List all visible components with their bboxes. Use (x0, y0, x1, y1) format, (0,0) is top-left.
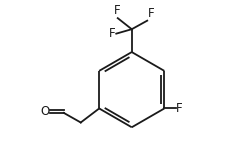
Text: F: F (109, 27, 116, 40)
Text: F: F (148, 7, 154, 20)
Text: F: F (114, 4, 120, 17)
Text: O: O (40, 105, 49, 118)
Text: F: F (176, 102, 183, 115)
